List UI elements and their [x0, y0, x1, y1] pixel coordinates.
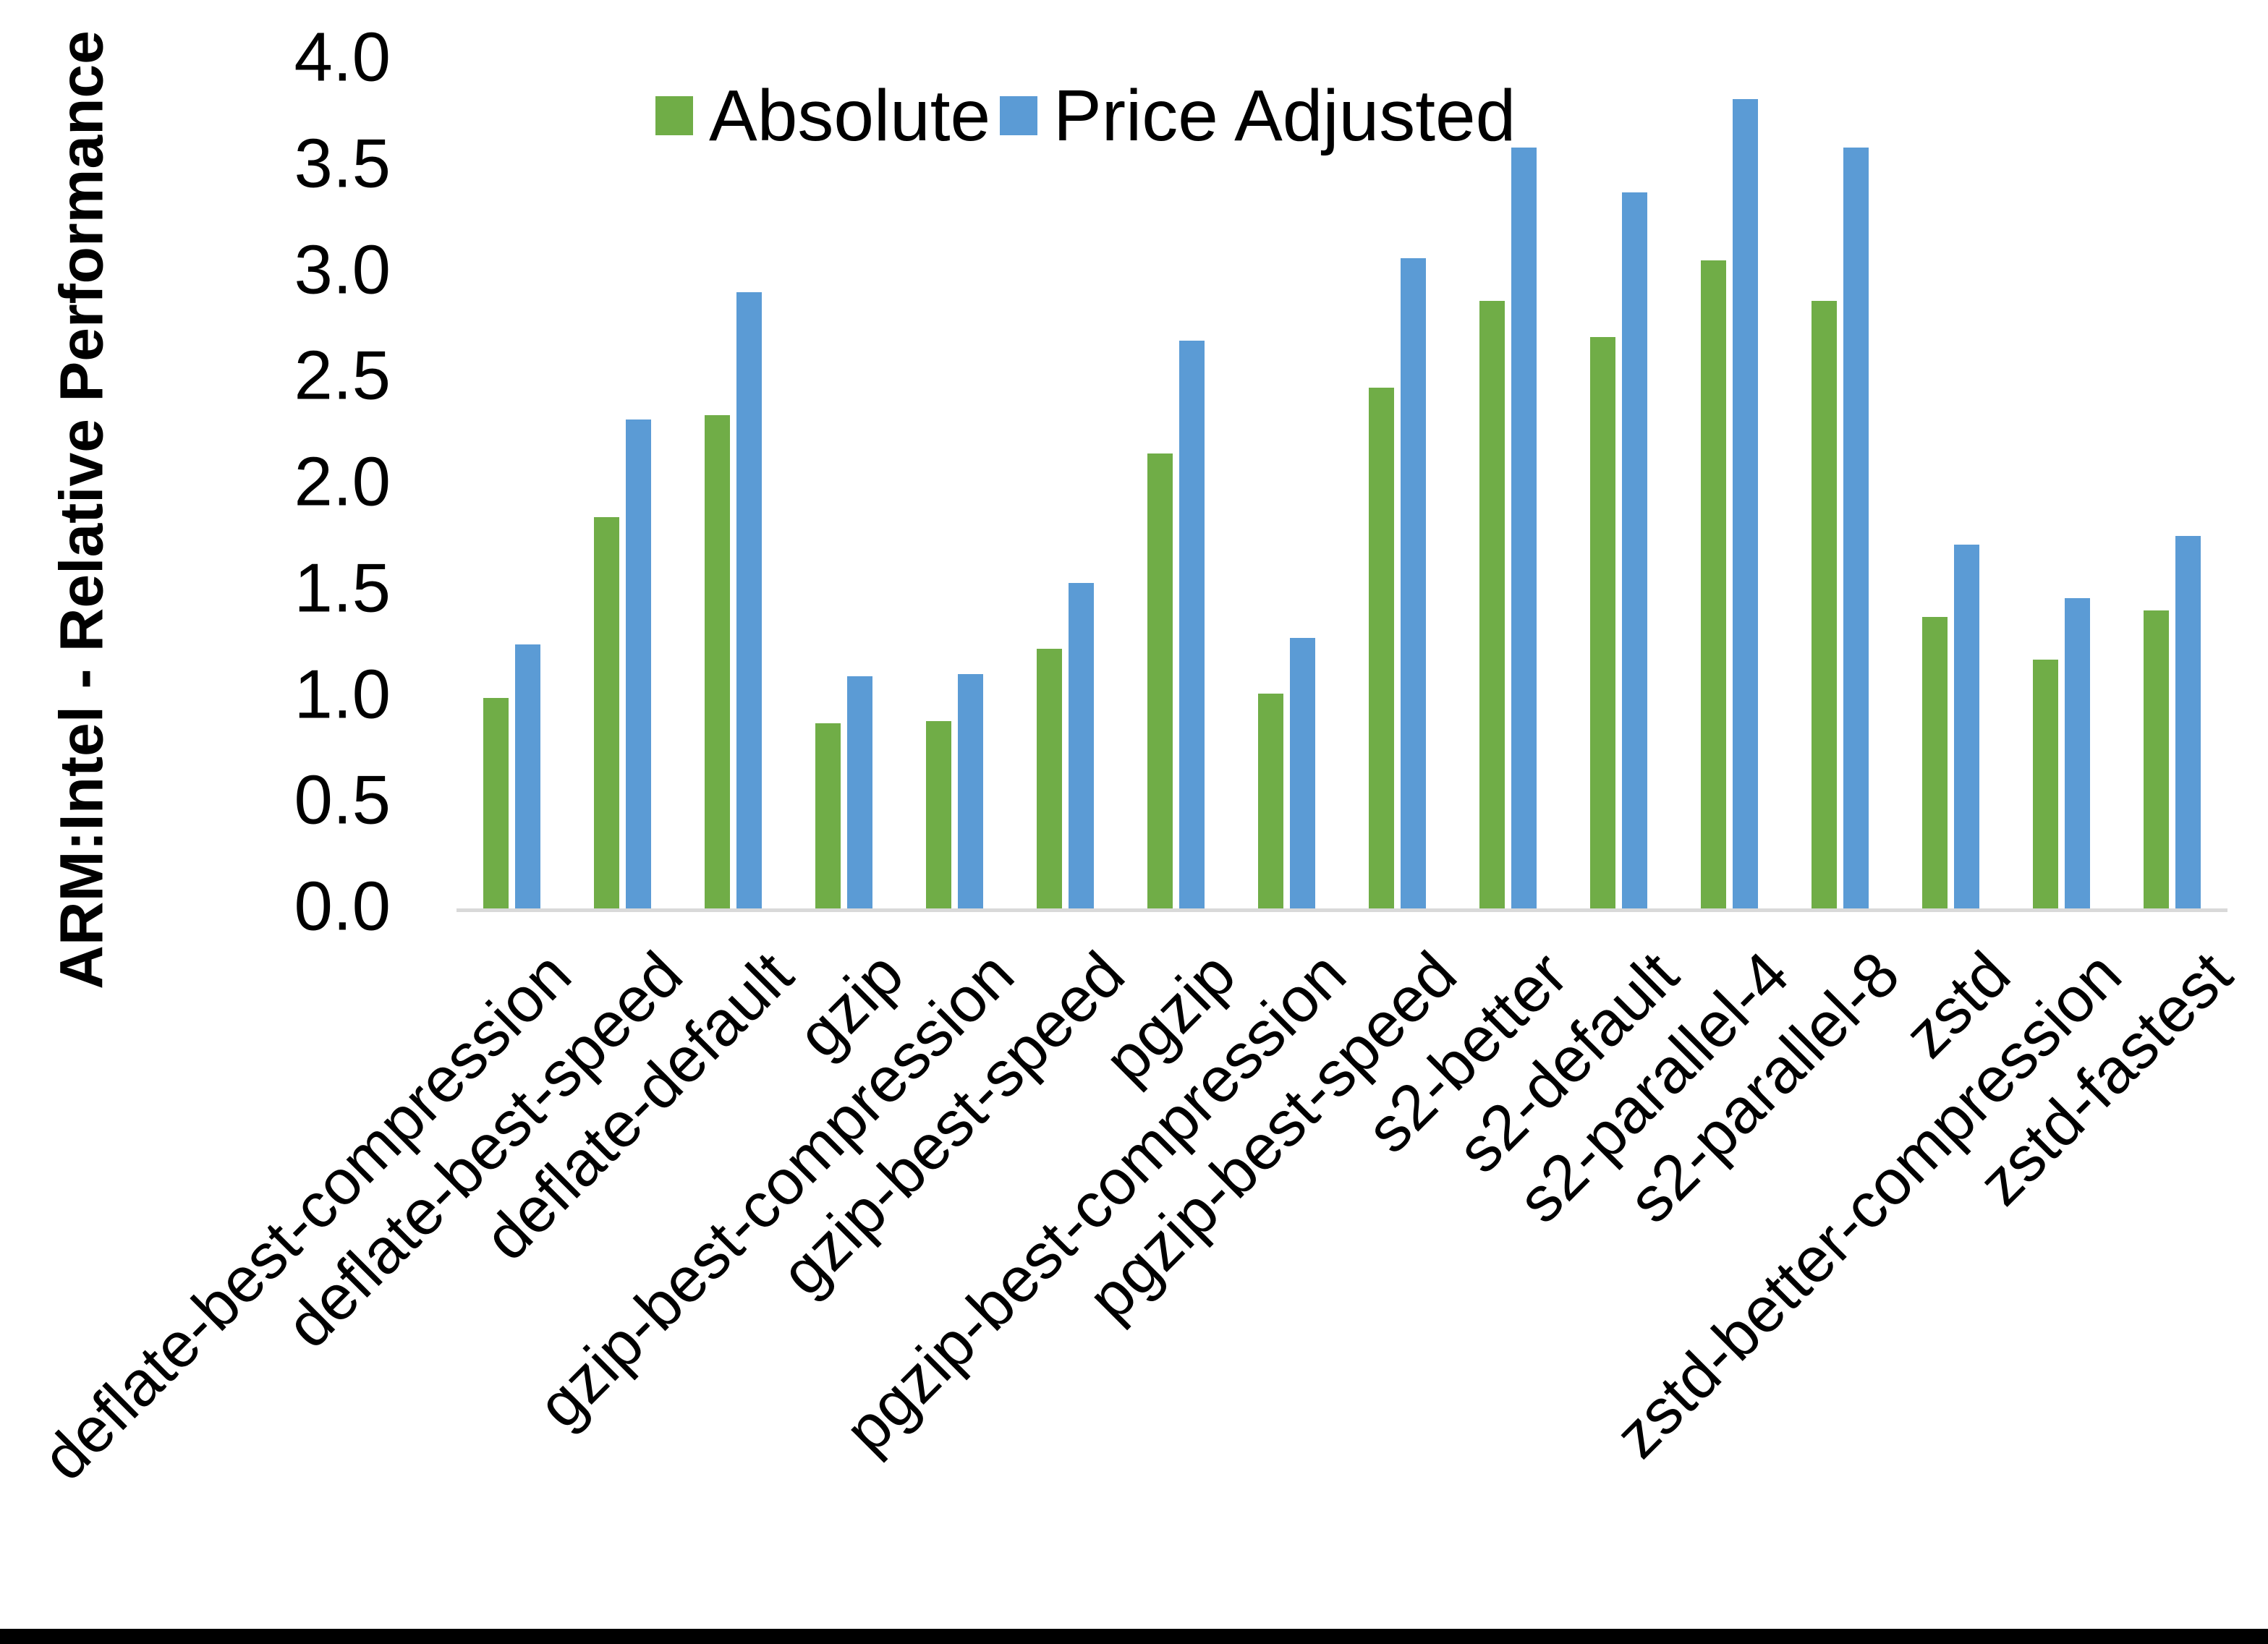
bar-absolute-gzip-best-compression [926, 720, 951, 910]
bar-price-adjusted-pgzip-best-speed [1401, 257, 1426, 910]
bar-price-adjusted-deflate-best-speed [626, 419, 651, 910]
bar-price-adjusted-gzip-best-compression [958, 674, 983, 910]
bar-price-adjusted-deflate-default [736, 291, 762, 910]
y-axis-title: ARM:Intel - Relative Performance [47, 30, 116, 989]
bar-absolute-pgzip-best-compression [1258, 693, 1283, 910]
bar-absolute-pgzip-best-speed [1369, 388, 1394, 910]
y-tick-label-2.5: 2.5 [294, 336, 391, 414]
bar-price-adjusted-gzip [847, 676, 872, 910]
bar-price-adjusted-deflate-best-compression [515, 644, 540, 910]
plot-area [456, 61, 2227, 910]
bar-absolute-deflate-default [705, 415, 730, 910]
legend: Absolute Price Adjusted [0, 75, 2268, 156]
bar-price-adjusted-s2-parallel-4 [1733, 98, 1758, 910]
bar-price-adjusted-gzip-best-speed [1069, 583, 1094, 910]
bar-price-adjusted-s2-parallel-8 [1843, 148, 1869, 910]
bar-price-adjusted-s2-default [1622, 192, 1647, 910]
y-tick-label-3.5: 3.5 [294, 124, 391, 203]
y-tick-label-0.0: 0.0 [294, 867, 391, 945]
bar-price-adjusted-pgzip [1179, 341, 1205, 910]
x-axis-line [456, 908, 2227, 912]
legend-entry-absolute: Absolute [655, 75, 991, 156]
bar-absolute-s2-better [1479, 300, 1505, 910]
bar-absolute-deflate-best-compression [483, 697, 509, 910]
legend-label-absolute: Absolute [709, 75, 991, 156]
bar-absolute-s2-parallel-4 [1701, 260, 1726, 910]
y-tick-label-4.0: 4.0 [294, 18, 391, 96]
legend-swatch-price-adjusted [1000, 96, 1037, 135]
bar-price-adjusted-s2-better [1511, 148, 1537, 910]
bar-absolute-deflate-best-speed [594, 517, 619, 910]
bar-absolute-gzip [815, 723, 841, 910]
bar-absolute-zstd-fastest [2144, 610, 2169, 910]
y-tick-label-0.5: 0.5 [294, 761, 391, 839]
bar-absolute-pgzip [1147, 453, 1173, 910]
y-tick-label-3.0: 3.0 [294, 231, 391, 309]
bar-absolute-zstd [1922, 616, 1948, 910]
bar-absolute-zstd-better-compression [2033, 659, 2058, 910]
y-tick-label-2.0: 2.0 [294, 443, 391, 521]
bar-price-adjusted-zstd [1954, 545, 1979, 910]
legend-entry-price-adjusted: Price Adjusted [1000, 75, 1516, 156]
window-bottom-edge [0, 1629, 2268, 1644]
legend-swatch-absolute [655, 96, 693, 135]
y-tick-label-1.5: 1.5 [294, 549, 391, 627]
bar-absolute-s2-parallel-8 [1812, 300, 1837, 910]
bar-price-adjusted-zstd-better-compression [2065, 597, 2090, 910]
bar-price-adjusted-pgzip-best-compression [1290, 638, 1315, 910]
y-tick-label-1.0: 1.0 [294, 655, 391, 733]
legend-label-price-adjusted: Price Adjusted [1053, 75, 1516, 156]
bar-absolute-s2-default [1590, 336, 1615, 910]
bar-absolute-gzip-best-speed [1037, 649, 1062, 910]
bar-price-adjusted-zstd-fastest [2175, 536, 2201, 910]
